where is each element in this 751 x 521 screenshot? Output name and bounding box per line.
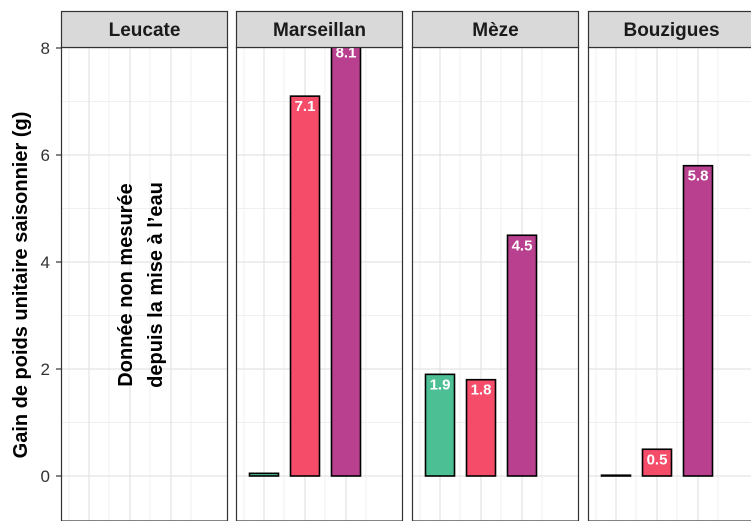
- y-tick-label: 2: [41, 360, 50, 379]
- bar: [289, 95, 321, 477]
- panel-marseillan: 7.1 8.1 Marseillan: [235, 10, 404, 521]
- panels: Leucate Donnée non mesurée depuis la mise …: [60, 10, 751, 521]
- facet-strip-label: Mèze: [472, 20, 518, 41]
- y-tick-label: 6: [41, 146, 50, 165]
- bar-value-label: 1.8: [471, 382, 492, 399]
- bar: [600, 474, 632, 477]
- facet-strip: [60, 10, 229, 49]
- panel-mze: 1.9 1.8 4.5 Mèze: [411, 10, 580, 521]
- annotation-line: depuis la mise à l’eau: [145, 182, 167, 388]
- panel-background: [588, 47, 751, 521]
- annotation-line: Donnée non mesurée: [115, 183, 137, 386]
- facet-strip: [235, 10, 404, 49]
- bar: [641, 448, 673, 477]
- bar-value-label: 5.8: [688, 168, 709, 185]
- bar-value-label: 8.1: [336, 45, 357, 62]
- panel-leucate: Leucate Donnée non mesurée depuis la mise …: [60, 10, 229, 521]
- bar-value-label: 4.5: [512, 237, 533, 254]
- y-axis-title: Gain de poids unitaire saisonnier (g): [10, 112, 32, 459]
- facet-strip: [411, 10, 580, 49]
- y-axis: 0 2 4 6 8: [41, 39, 61, 486]
- y-tick-label: 0: [41, 467, 50, 486]
- bar-value-label: 7.1: [295, 98, 316, 115]
- y-tick-label: 4: [41, 253, 50, 272]
- facet-strip-label: Leucate: [109, 20, 181, 41]
- bar: [682, 164, 714, 477]
- bar: [424, 373, 456, 477]
- facet-strip-label: Bouzigues: [623, 20, 719, 41]
- facet-strip: [587, 10, 751, 49]
- bar: [248, 472, 280, 477]
- panel-bouzigues: 0.5 5.8 Bouzigues: [587, 10, 751, 521]
- bar: [506, 234, 538, 477]
- bar-value-label: 0.5: [647, 451, 668, 468]
- facet-strip-label: Marseillan: [273, 20, 366, 41]
- bar: [465, 378, 497, 477]
- bar-value-label: 1.9: [430, 376, 451, 393]
- bar: [330, 41, 362, 477]
- y-tick-label: 8: [41, 39, 50, 58]
